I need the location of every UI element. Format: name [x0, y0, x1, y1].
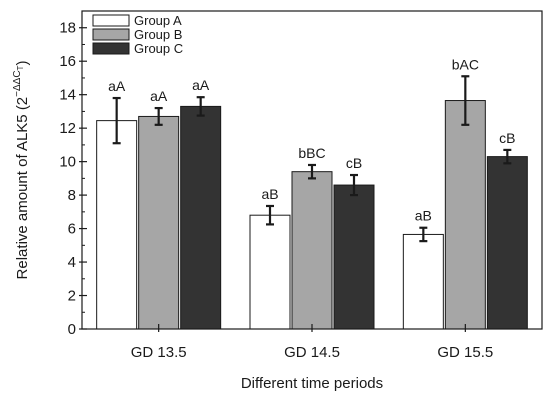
y-axis: 0 2 4 6 8 10 12 14 16 18	[59, 20, 87, 338]
y-tick-label: 16	[59, 53, 76, 70]
x-tick-label: GD 13.5	[131, 344, 187, 361]
bar	[487, 157, 527, 329]
y-axis-label-exponent: −ΔΔC	[12, 70, 23, 96]
y-tick-label: 10	[59, 154, 76, 171]
significance-label: bBC	[298, 145, 325, 161]
y-tick-label: 2	[68, 288, 76, 305]
bar	[403, 234, 443, 329]
x-axis-label: Different time periods	[241, 375, 383, 392]
significance-label: aA	[150, 88, 168, 104]
significance-label: aA	[108, 78, 126, 94]
y-axis-label: Relative amount of ALK5 (2−ΔΔCT)	[12, 61, 31, 280]
y-tick-label: 6	[68, 221, 76, 238]
bar	[139, 116, 179, 329]
significance-label: cB	[346, 155, 362, 171]
legend-swatch	[93, 15, 129, 26]
x-tick-label: GD 15.5	[437, 344, 493, 361]
y-tick-label: 14	[59, 87, 76, 104]
y-tick-label: 12	[59, 120, 76, 137]
legend-label: Group A	[134, 13, 182, 28]
x-tick-label: GD 14.5	[284, 344, 340, 361]
significance-label: aB	[415, 208, 432, 224]
y-axis-label-main: Relative amount of ALK5 (2	[14, 97, 31, 280]
bar	[181, 106, 221, 329]
bar	[445, 101, 485, 329]
significance-label: bAC	[452, 56, 479, 72]
significance-label: cB	[499, 130, 515, 146]
legend-label: Group C	[134, 41, 183, 56]
bar	[97, 121, 137, 329]
y-axis-label-close: )	[14, 61, 31, 66]
legend-swatch	[93, 43, 129, 54]
y-tick-label: 4	[68, 254, 76, 271]
legend-label: Group B	[134, 27, 182, 42]
bar	[250, 215, 290, 329]
bar	[292, 172, 332, 329]
bar	[334, 185, 374, 329]
y-tick-label: 0	[68, 321, 76, 338]
significance-label: aA	[192, 77, 210, 93]
svg-text:Relative amount of ALK5 (2−ΔΔC: Relative amount of ALK5 (2−ΔΔCT)	[12, 61, 31, 280]
legend-swatch	[93, 29, 129, 40]
y-tick-label: 18	[59, 20, 76, 37]
bars-layer	[97, 101, 528, 329]
y-tick-label: 8	[68, 187, 76, 204]
significance-label: aB	[261, 186, 278, 202]
